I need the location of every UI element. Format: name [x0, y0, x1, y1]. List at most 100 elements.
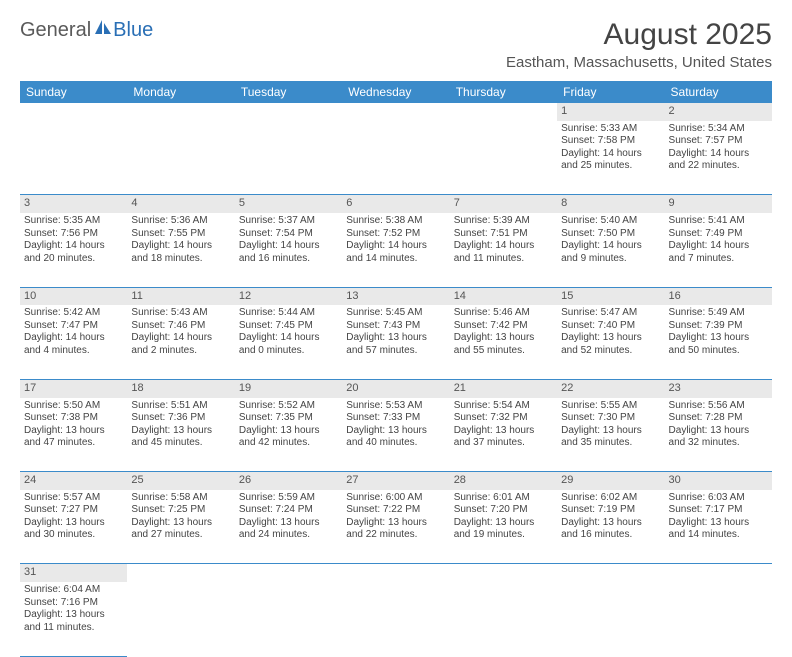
sunrise-text: Sunrise: 5:40 AM [561, 215, 660, 228]
day-cell: Sunrise: 5:54 AMSunset: 7:32 PMDaylight:… [450, 398, 557, 472]
daylight-text: Daylight: 14 hours and 0 minutes. [239, 332, 338, 357]
day-number: 11 [127, 287, 234, 305]
daylight-text: Daylight: 14 hours and 7 minutes. [669, 240, 768, 265]
weekday-header: Tuesday [235, 81, 342, 103]
sunrise-text: Sunrise: 6:02 AM [561, 492, 660, 505]
daylight-text: Daylight: 14 hours and 16 minutes. [239, 240, 338, 265]
sunrise-text: Sunrise: 5:38 AM [346, 215, 445, 228]
day-cell [665, 582, 772, 656]
day-cell: Sunrise: 5:42 AMSunset: 7:47 PMDaylight:… [20, 305, 127, 379]
day-content-row: Sunrise: 5:42 AMSunset: 7:47 PMDaylight:… [20, 305, 772, 379]
day-cell: Sunrise: 5:45 AMSunset: 7:43 PMDaylight:… [342, 305, 449, 379]
sunset-text: Sunset: 7:24 PM [239, 504, 338, 517]
day-number: 27 [342, 472, 449, 490]
day-number-row: 10111213141516 [20, 287, 772, 305]
location: Eastham, Massachusetts, United States [506, 54, 772, 71]
day-number [450, 103, 557, 121]
weekday-header: Wednesday [342, 81, 449, 103]
sunrise-text: Sunrise: 5:39 AM [454, 215, 553, 228]
sunset-text: Sunset: 7:40 PM [561, 320, 660, 333]
sunrise-text: Sunrise: 5:56 AM [669, 400, 768, 413]
daylight-text: Daylight: 13 hours and 19 minutes. [454, 517, 553, 542]
day-cell: Sunrise: 5:38 AMSunset: 7:52 PMDaylight:… [342, 213, 449, 287]
daylight-text: Daylight: 13 hours and 22 minutes. [346, 517, 445, 542]
weekday-header: Saturday [665, 81, 772, 103]
day-cell: Sunrise: 5:59 AMSunset: 7:24 PMDaylight:… [235, 490, 342, 564]
daylight-text: Daylight: 14 hours and 20 minutes. [24, 240, 123, 265]
sunrise-text: Sunrise: 6:03 AM [669, 492, 768, 505]
day-cell: Sunrise: 5:41 AMSunset: 7:49 PMDaylight:… [665, 213, 772, 287]
sunset-text: Sunset: 7:55 PM [131, 228, 230, 241]
sunrise-text: Sunrise: 5:54 AM [454, 400, 553, 413]
day-number: 9 [665, 195, 772, 213]
day-number [342, 103, 449, 121]
sunrise-text: Sunrise: 5:41 AM [669, 215, 768, 228]
day-cell: Sunrise: 5:35 AMSunset: 7:56 PMDaylight:… [20, 213, 127, 287]
sunset-text: Sunset: 7:16 PM [24, 597, 123, 610]
daylight-text: Daylight: 14 hours and 4 minutes. [24, 332, 123, 357]
sunrise-text: Sunrise: 5:55 AM [561, 400, 660, 413]
sunset-text: Sunset: 7:32 PM [454, 412, 553, 425]
weekday-header: Thursday [450, 81, 557, 103]
daylight-text: Daylight: 13 hours and 37 minutes. [454, 425, 553, 450]
weekday-header: Friday [557, 81, 664, 103]
day-cell [127, 121, 234, 195]
day-number: 22 [557, 379, 664, 397]
sunset-text: Sunset: 7:49 PM [669, 228, 768, 241]
daylight-text: Daylight: 13 hours and 27 minutes. [131, 517, 230, 542]
day-number: 18 [127, 379, 234, 397]
day-cell: Sunrise: 5:44 AMSunset: 7:45 PMDaylight:… [235, 305, 342, 379]
daylight-text: Daylight: 14 hours and 9 minutes. [561, 240, 660, 265]
weekday-header-row: SundayMondayTuesdayWednesdayThursdayFrid… [20, 81, 772, 103]
day-cell: Sunrise: 5:34 AMSunset: 7:57 PMDaylight:… [665, 121, 772, 195]
day-cell: Sunrise: 5:43 AMSunset: 7:46 PMDaylight:… [127, 305, 234, 379]
day-number [235, 103, 342, 121]
sunset-text: Sunset: 7:36 PM [131, 412, 230, 425]
sunset-text: Sunset: 7:39 PM [669, 320, 768, 333]
day-number [127, 103, 234, 121]
day-cell: Sunrise: 5:57 AMSunset: 7:27 PMDaylight:… [20, 490, 127, 564]
sunset-text: Sunset: 7:52 PM [346, 228, 445, 241]
day-number: 26 [235, 472, 342, 490]
day-content-row: Sunrise: 5:33 AMSunset: 7:58 PMDaylight:… [20, 121, 772, 195]
daylight-text: Daylight: 14 hours and 2 minutes. [131, 332, 230, 357]
day-cell [127, 582, 234, 656]
sunset-text: Sunset: 7:45 PM [239, 320, 338, 333]
day-cell: Sunrise: 6:03 AMSunset: 7:17 PMDaylight:… [665, 490, 772, 564]
day-cell: Sunrise: 5:40 AMSunset: 7:50 PMDaylight:… [557, 213, 664, 287]
sunset-text: Sunset: 7:30 PM [561, 412, 660, 425]
day-number: 14 [450, 287, 557, 305]
sunset-text: Sunset: 7:28 PM [669, 412, 768, 425]
sunset-text: Sunset: 7:27 PM [24, 504, 123, 517]
day-number: 23 [665, 379, 772, 397]
logo-sail-icon [93, 18, 113, 36]
sunrise-text: Sunrise: 5:59 AM [239, 492, 338, 505]
daylight-text: Daylight: 13 hours and 45 minutes. [131, 425, 230, 450]
daylight-text: Daylight: 13 hours and 40 minutes. [346, 425, 445, 450]
day-number [235, 564, 342, 582]
sunset-text: Sunset: 7:50 PM [561, 228, 660, 241]
day-content-row: Sunrise: 5:57 AMSunset: 7:27 PMDaylight:… [20, 490, 772, 564]
day-cell: Sunrise: 5:49 AMSunset: 7:39 PMDaylight:… [665, 305, 772, 379]
day-cell: Sunrise: 6:00 AMSunset: 7:22 PMDaylight:… [342, 490, 449, 564]
day-cell: Sunrise: 5:46 AMSunset: 7:42 PMDaylight:… [450, 305, 557, 379]
day-number: 30 [665, 472, 772, 490]
daylight-text: Daylight: 13 hours and 42 minutes. [239, 425, 338, 450]
sunset-text: Sunset: 7:54 PM [239, 228, 338, 241]
day-cell: Sunrise: 5:50 AMSunset: 7:38 PMDaylight:… [20, 398, 127, 472]
day-number: 10 [20, 287, 127, 305]
sunrise-text: Sunrise: 5:51 AM [131, 400, 230, 413]
day-cell: Sunrise: 5:51 AMSunset: 7:36 PMDaylight:… [127, 398, 234, 472]
daylight-text: Daylight: 14 hours and 18 minutes. [131, 240, 230, 265]
day-cell: Sunrise: 5:33 AMSunset: 7:58 PMDaylight:… [557, 121, 664, 195]
sunrise-text: Sunrise: 5:35 AM [24, 215, 123, 228]
day-cell [20, 121, 127, 195]
daylight-text: Daylight: 13 hours and 50 minutes. [669, 332, 768, 357]
day-cell: Sunrise: 5:58 AMSunset: 7:25 PMDaylight:… [127, 490, 234, 564]
daylight-text: Daylight: 13 hours and 14 minutes. [669, 517, 768, 542]
day-cell: Sunrise: 6:04 AMSunset: 7:16 PMDaylight:… [20, 582, 127, 656]
sunset-text: Sunset: 7:58 PM [561, 135, 660, 148]
sunset-text: Sunset: 7:19 PM [561, 504, 660, 517]
day-number-row: 17181920212223 [20, 379, 772, 397]
sunrise-text: Sunrise: 5:37 AM [239, 215, 338, 228]
